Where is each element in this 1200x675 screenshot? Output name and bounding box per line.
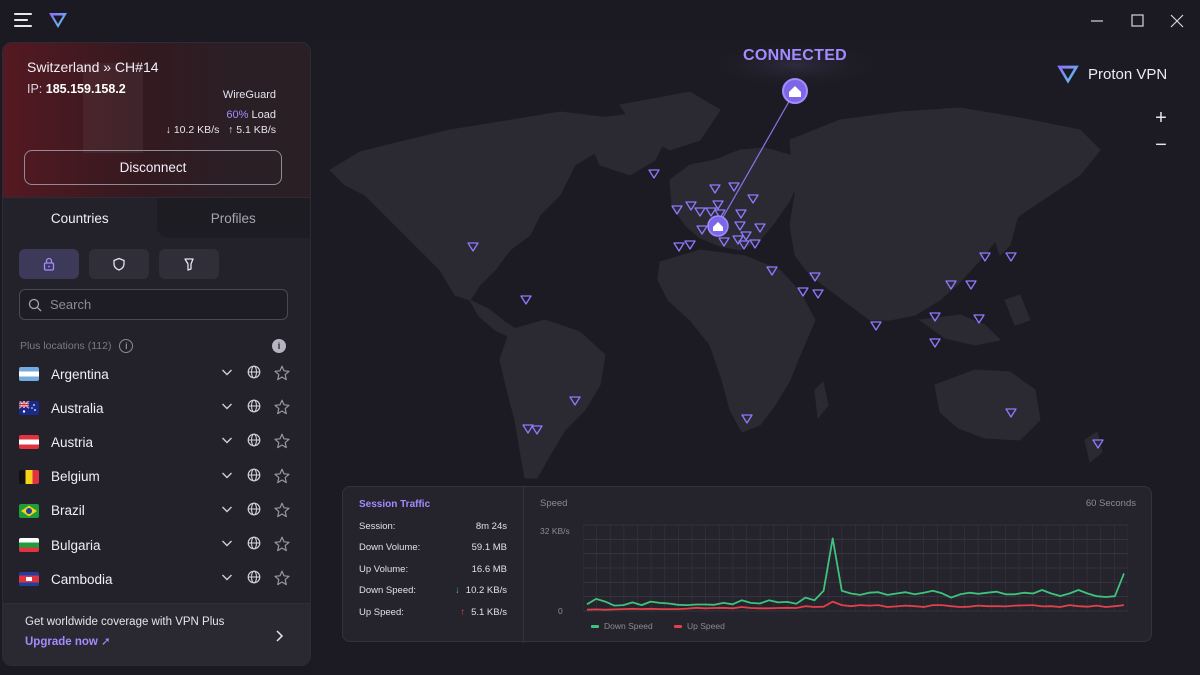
- tab-profiles[interactable]: Profiles: [156, 198, 310, 238]
- star-icon[interactable]: [274, 365, 290, 381]
- australia-flag-icon: [19, 401, 39, 416]
- down-arrow-icon: ↓: [455, 585, 460, 597]
- cambodia-flag-icon: [19, 572, 39, 587]
- list-item[interactable]: Argentina: [3, 357, 308, 391]
- star-icon[interactable]: [274, 468, 290, 483]
- brazil-flag-icon: [19, 503, 39, 518]
- chevron-down-icon[interactable]: [220, 365, 234, 379]
- star-icon[interactable]: [274, 536, 290, 552]
- list-item[interactable]: Brazil: [3, 494, 308, 528]
- up-arrow-icon: ↑: [460, 606, 466, 618]
- list-item[interactable]: Bulgaria: [3, 528, 308, 562]
- connection-card: Switzerland » CH#14 IP: 185.159.158.2 Wi…: [3, 43, 310, 198]
- stat-row: Down Speed: ↓ 10.2 KB/s: [359, 585, 507, 597]
- down-arrow-icon: ↓: [165, 124, 171, 136]
- chevron-down-icon[interactable]: [220, 468, 234, 482]
- stat-row: Up Speed: ↑ 5.1 KB/s: [359, 606, 507, 618]
- globe-icon[interactable]: [247, 365, 261, 379]
- up-speed-line: [586, 600, 1125, 611]
- filter-tor[interactable]: [159, 249, 219, 279]
- chevron-down-icon[interactable]: [220, 433, 234, 447]
- legend-down: Down Speed: [591, 621, 653, 631]
- speed-chart: [583, 524, 1128, 612]
- filter-secure-core[interactable]: [19, 249, 79, 279]
- shield-icon: [113, 257, 125, 271]
- search-icon: [28, 298, 42, 311]
- traffic-stats: Session Traffic Session: 8m 24s Down Volu…: [343, 487, 524, 643]
- globe-icon[interactable]: [247, 570, 261, 584]
- bulgaria-flag-icon: [19, 538, 39, 553]
- section-header: Plus locations (112) i: [20, 339, 134, 353]
- server-panel: Switzerland » CH#14 IP: 185.159.158.2 Wi…: [2, 42, 311, 666]
- star-icon[interactable]: [274, 399, 290, 415]
- stat-row: Down Volume: 59.1 MB: [359, 542, 507, 554]
- zoom-in-button[interactable]: +: [1155, 106, 1167, 129]
- stat-row: Session: 8m 24s: [359, 520, 507, 532]
- globe-icon[interactable]: [247, 433, 261, 447]
- feature-filters: [19, 249, 219, 279]
- chevron-down-icon[interactable]: [220, 570, 234, 584]
- chart-title: Speed: [540, 498, 568, 509]
- close-icon[interactable]: [1166, 10, 1188, 32]
- chevron-right-icon[interactable]: [274, 629, 284, 643]
- list-item[interactable]: Belgium: [3, 460, 308, 494]
- tor-icon: [184, 258, 194, 271]
- proton-vpn-logo-icon: [1057, 65, 1079, 84]
- traffic-title: Session Traffic: [359, 499, 431, 510]
- belgium-flag-icon: [19, 469, 39, 484]
- info-icon[interactable]: i: [119, 339, 134, 353]
- star-icon[interactable]: [274, 502, 290, 517]
- globe-icon[interactable]: [247, 502, 261, 516]
- legend-up: Up Speed: [674, 621, 725, 631]
- panel-tabs: Countries Profiles: [3, 198, 310, 238]
- star-icon[interactable]: [274, 570, 290, 586]
- chart-window: 60 Seconds: [1085, 498, 1136, 509]
- ip-address: IP: 185.159.158.2: [27, 82, 126, 96]
- search-input[interactable]: [50, 297, 270, 312]
- chevron-down-icon[interactable]: [220, 399, 234, 413]
- chevron-down-icon[interactable]: [220, 536, 234, 550]
- y-max-label: 32 KB/s: [540, 526, 570, 536]
- up-arrow-icon: ↑: [228, 124, 234, 136]
- globe-icon[interactable]: [247, 536, 261, 550]
- rocket-icon: ➚: [101, 636, 111, 648]
- zoom-out-button[interactable]: −: [1155, 133, 1167, 156]
- connected-server: Switzerland » CH#14: [27, 59, 159, 75]
- connection-speeds: ↓ 10.2 KB/s ↑ 5.1 KB/s: [165, 124, 276, 136]
- stat-row: Up Volume: 16.6 MB: [359, 563, 507, 575]
- title-bar: [0, 0, 1200, 40]
- minimize-icon[interactable]: [1086, 10, 1108, 32]
- country-list: Argentina Australia Austria: [3, 357, 308, 596]
- protocol-label: WireGuard: [222, 89, 276, 101]
- chevron-down-icon[interactable]: [220, 502, 234, 516]
- proton-vpn-logo-icon: [49, 13, 67, 28]
- info-filled-icon[interactable]: i: [272, 339, 286, 353]
- upgrade-banner[interactable]: Get worldwide coverage with VPN Plus Upg…: [3, 603, 310, 665]
- disconnect-button[interactable]: Disconnect: [24, 150, 282, 185]
- list-item[interactable]: Austria: [3, 425, 308, 459]
- search-field[interactable]: [19, 289, 288, 320]
- star-icon[interactable]: [274, 433, 290, 449]
- connection-status: CONNECTED: [743, 47, 848, 64]
- argentina-flag-icon: [19, 367, 39, 382]
- down-speed-line: [586, 537, 1125, 607]
- globe-icon[interactable]: [247, 399, 261, 413]
- filter-netshield[interactable]: [89, 249, 149, 279]
- upgrade-link[interactable]: Upgrade now ➚: [25, 636, 111, 648]
- brand-logo: Proton VPN: [1056, 63, 1167, 85]
- menu-icon[interactable]: [14, 13, 32, 27]
- globe-icon[interactable]: [247, 468, 261, 482]
- austria-flag-icon: [19, 435, 39, 450]
- session-traffic-panel: Session Traffic Session: 8m 24s Down Volu…: [342, 486, 1152, 643]
- maximize-icon[interactable]: [1126, 10, 1148, 32]
- y-min-label: 0: [558, 606, 563, 616]
- tab-countries[interactable]: Countries: [50, 210, 109, 226]
- lock-icon: [43, 257, 55, 271]
- server-load: 60% Load: [226, 109, 276, 121]
- list-item[interactable]: Australia: [3, 391, 308, 425]
- list-item[interactable]: Cambodia: [3, 562, 308, 596]
